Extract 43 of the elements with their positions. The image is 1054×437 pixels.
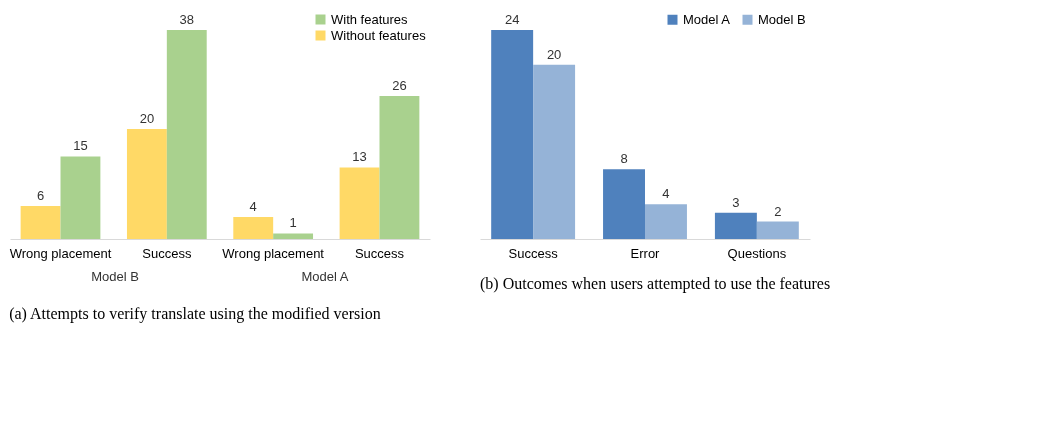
data-label: 2	[774, 203, 782, 219]
text: (b) Outcomes when users attempted to use the features	[480, 275, 831, 293]
data-label: 26	[392, 77, 407, 93]
bar	[645, 204, 687, 239]
data-label: 15	[73, 138, 88, 154]
x-tick-label: Success	[354, 245, 405, 261]
text: Model B	[91, 269, 139, 284]
x-tick-label: Wrong placement	[222, 245, 325, 261]
data-label: 38	[179, 11, 195, 27]
text: Model A	[301, 269, 349, 284]
x-tick-label: Wrong placement	[9, 245, 112, 261]
legend-label: Model A	[683, 11, 731, 27]
data-label: 1	[289, 215, 297, 231]
data-label: 3	[732, 194, 740, 210]
x-tick-label: Error	[630, 245, 661, 261]
bar	[533, 64, 576, 239]
bar	[60, 156, 101, 239]
bar	[273, 233, 314, 239]
legend-label: Without features	[331, 27, 427, 43]
data-label: 8	[620, 151, 628, 167]
bar	[126, 128, 167, 239]
legend-label: Model B	[758, 11, 806, 27]
bar	[756, 221, 799, 239]
data-label: 20	[139, 110, 155, 126]
x-tick-label: Questions	[727, 245, 787, 261]
data-label: 4	[249, 198, 257, 214]
text: (a) Attempts to verify translate using the modified version	[9, 305, 381, 323]
data-label: 13	[352, 149, 367, 165]
data-label: 20	[546, 46, 562, 62]
data-label: 4	[662, 186, 670, 202]
bar	[166, 29, 207, 239]
legend-label: With features	[331, 11, 409, 27]
x-tick-label: Success	[142, 245, 192, 261]
x-tick-label: Success	[508, 245, 559, 261]
bar	[379, 95, 420, 239]
bar	[491, 29, 534, 239]
data-label: 24	[504, 11, 520, 27]
data-label: 6	[36, 187, 45, 203]
bar	[339, 167, 380, 239]
bar	[20, 205, 61, 239]
bar	[714, 212, 757, 239]
bar	[603, 169, 645, 239]
bar	[233, 216, 274, 239]
